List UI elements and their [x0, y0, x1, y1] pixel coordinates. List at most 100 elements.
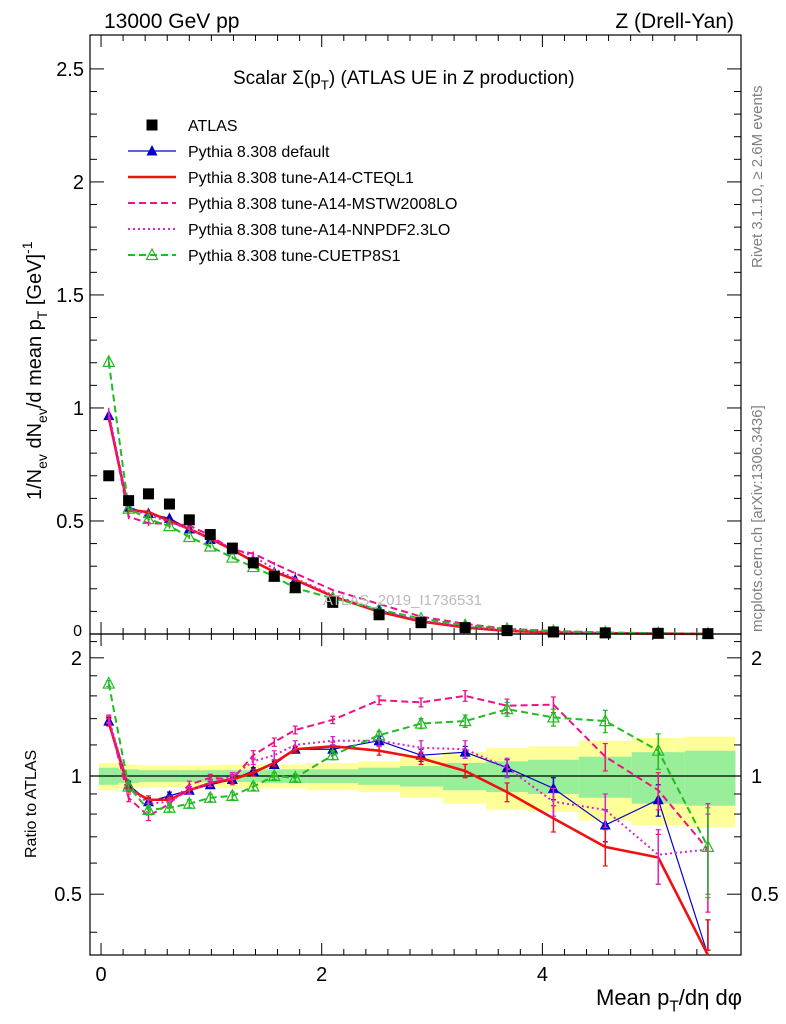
ratio-y-tick-label: 0.5: [54, 884, 82, 906]
series-ratio: [102, 676, 715, 899]
data-point: [142, 488, 154, 500]
y-tick-label: 1.5: [56, 285, 84, 307]
label-part: ev: [34, 408, 50, 423]
ratio-point: [162, 800, 176, 813]
legend-entry: ATLAS: [146, 118, 238, 135]
ratio-y-tick-label-right: 2: [751, 648, 762, 670]
ratio-point: [598, 713, 612, 727]
data-point: [247, 557, 259, 569]
label-part: dN: [24, 423, 46, 454]
y-tick-label: 1: [73, 398, 84, 420]
series-point: [122, 501, 136, 514]
series-point: [182, 529, 196, 543]
legend-label: Pythia 8.308 default: [188, 144, 330, 161]
ratio-point: [288, 770, 302, 783]
legend-label: Pythia 8.308 tune-A14-CTEQL1: [188, 170, 414, 187]
series-point: [162, 518, 176, 532]
legend-entry: Pythia 8.308 tune-A14-CTEQL1: [128, 170, 414, 187]
data-point: [183, 514, 195, 526]
data-point: [415, 617, 427, 629]
y-tick-label: 2.5: [56, 59, 84, 81]
header-right: Z (Drell-Yan): [615, 10, 734, 33]
ratio-point: [225, 788, 239, 801]
series-point: [141, 511, 155, 525]
ratio-point: [182, 796, 196, 809]
label-part: T: [34, 310, 50, 319]
ratio-point: [203, 790, 217, 803]
data-point: [501, 625, 513, 637]
data-point: [599, 627, 611, 639]
legend-entry: Pythia 8.308 tune-A14-NNPDF2.3LO: [128, 222, 450, 239]
data-point: [373, 609, 385, 621]
label-part: [GeV]: [24, 254, 46, 311]
label-part: /d mean p: [24, 319, 46, 408]
x-tick-label: 4: [537, 964, 548, 986]
ratio-point: [267, 768, 281, 782]
series-point: [102, 354, 116, 367]
watermark: ATLAS_2019_I1736531: [323, 592, 482, 609]
ratio-point: [701, 839, 715, 852]
data-point: [226, 542, 238, 554]
legend-marker: [145, 247, 159, 261]
ratio-point: [546, 710, 560, 723]
ratio-point: [500, 701, 514, 715]
legend-marker: [146, 119, 158, 131]
y-tick-label: 0.5: [56, 511, 84, 533]
ratio-y-tick-label-right: 1: [751, 766, 762, 788]
ratio-point: [122, 779, 136, 792]
data-point: [103, 470, 115, 482]
data-point: [327, 596, 339, 608]
y-axis-label: 1/Nev​ dNev​/d mean pT​ [GeV]-1​: [19, 241, 50, 500]
data-point: [123, 495, 135, 507]
ratio-y-tick-label-right: 0.5: [751, 884, 779, 906]
plot-title: Scalar Σ(pT​) (ATLAS UE in Z production): [233, 68, 575, 93]
ratio-y-axis-label: Ratio to ATLAS: [23, 750, 40, 858]
mcplots-label: mcplots.cern.ch [arXiv:1306.3436]: [749, 405, 766, 632]
ratio-point: [547, 782, 559, 793]
x-tick-label: 2: [316, 964, 327, 986]
label-part: Scalar Σ(p: [233, 68, 321, 89]
legend-marker: [146, 145, 158, 156]
ratio-point: [651, 743, 665, 756]
series-point: [225, 550, 239, 563]
data-point: [268, 570, 280, 582]
data-point: [163, 498, 175, 510]
data-point: [459, 622, 471, 634]
header-left: 13000 GeV pp: [104, 10, 239, 33]
main-panel: 0.5 1 1.5 2 2.5 0: [56, 34, 742, 640]
label-part: ) (ATLAS UE in Z production): [329, 68, 575, 89]
ratio-point: [246, 779, 260, 792]
label-part: 1/N: [24, 469, 46, 500]
stat-uncertainty-band: [684, 750, 736, 806]
legend: ATLAS Pythia 8.308 default Pythia 8.308 tu…: [128, 118, 457, 265]
ratio-point: [372, 727, 386, 741]
x-tick-label: 0: [95, 964, 106, 986]
y-tick-label: 2: [73, 172, 84, 194]
data-point: [204, 529, 216, 541]
legend-label: Pythia 8.308 tune-CUETP8S1: [188, 248, 401, 265]
ratio-y-tick-label: 1: [71, 766, 82, 788]
legend-label: ATLAS: [188, 118, 238, 135]
ratio-point: [102, 676, 116, 689]
data-point: [289, 582, 301, 594]
label-part: -1: [19, 241, 35, 254]
series-point: [203, 539, 217, 552]
ratio-point: [141, 802, 155, 815]
legend-entry: Pythia 8.308 default: [128, 144, 330, 161]
legend-label: Pythia 8.308 tune-A14-MSTW2008LO: [188, 196, 457, 213]
ratio-point: [414, 716, 428, 729]
ratio-point: [326, 747, 340, 761]
label-part: /dη dφ: [679, 985, 742, 1010]
ratio-frame: [89, 633, 742, 956]
y-tick-label-zero: 0: [73, 623, 82, 640]
label-part: Mean p: [596, 985, 669, 1010]
ratio-point: [458, 713, 472, 727]
ratio-y-tick-label: 2: [71, 648, 82, 670]
x-axis-label: Mean pT​/dη dφ: [596, 985, 742, 1016]
ratio-panel: 0 2 4 0.5 0.5 1 1 2 2: [54, 633, 779, 986]
label-part: ev: [34, 454, 50, 469]
label-part: T: [669, 999, 679, 1016]
data-point: [547, 626, 559, 638]
legend-entry: Pythia 8.308 tune-A14-MSTW2008LO: [128, 196, 457, 213]
legend-entry: Pythia 8.308 tune-CUETP8S1: [128, 247, 401, 265]
